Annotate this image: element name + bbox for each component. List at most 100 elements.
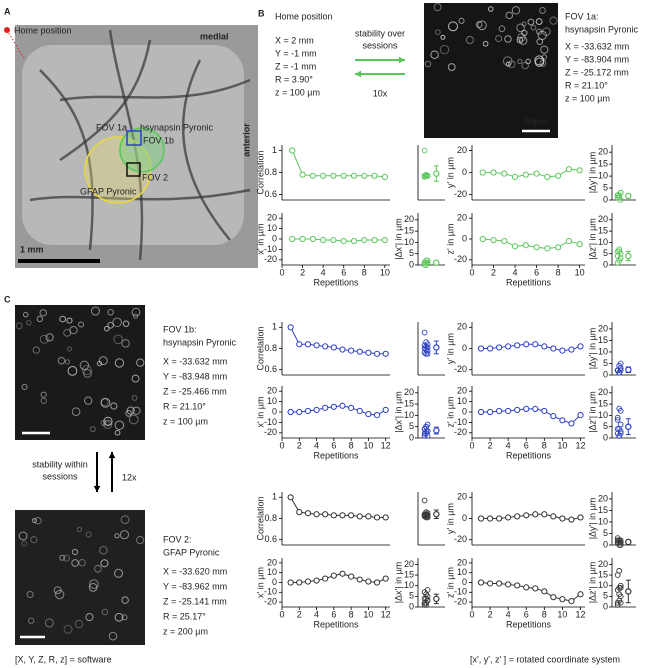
y-tick-label: 10 (598, 346, 608, 356)
label: sessions (362, 40, 398, 50)
x-axis-label: Repetitions (506, 277, 552, 287)
cell (440, 34, 446, 40)
data-point (501, 237, 508, 245)
cell (527, 18, 535, 26)
data-point (350, 172, 358, 179)
data-point (381, 236, 388, 244)
data-point (421, 329, 428, 336)
cell (40, 391, 47, 398)
data-point (296, 579, 303, 586)
panel-label: C (4, 294, 11, 304)
series-line (290, 497, 386, 518)
cell (136, 535, 145, 545)
y-tick-label: 20 (598, 559, 608, 569)
data-point (477, 408, 485, 416)
data-point (421, 147, 428, 154)
series-line (480, 582, 581, 602)
x-tick-label: 4 (314, 609, 319, 619)
data-point (479, 235, 486, 243)
data-point (424, 587, 431, 593)
data-point (541, 407, 548, 415)
label: Y = -83.904 mm (565, 54, 629, 64)
series-line (481, 408, 581, 425)
y-tick-label: 20 (267, 557, 277, 567)
y-axis-label: |Δy'| in µm (587, 328, 597, 370)
data-point (532, 511, 539, 518)
cell (44, 618, 54, 628)
y-tick-label: 0 (603, 259, 608, 269)
y-tick-label: 0.8 (264, 343, 277, 353)
data-point (371, 172, 378, 179)
cell (18, 531, 28, 541)
y-tick-label: 5 (603, 591, 608, 601)
y-tick-label: 5 (603, 528, 608, 538)
data-point (490, 169, 497, 176)
y-tick-label: -20 (454, 364, 467, 374)
x-tick-label: 12 (575, 609, 585, 619)
data-point (423, 595, 429, 602)
label: hsynapsin Pyronic (140, 122, 214, 132)
y-tick-label: -20 (264, 596, 277, 606)
data-point (496, 344, 503, 351)
y-axis-label: z' in µm (445, 567, 455, 598)
data-point (296, 509, 303, 516)
data-point (533, 170, 540, 177)
data-point (559, 515, 566, 522)
x-tick-label: 10 (557, 609, 567, 619)
cell (59, 315, 67, 323)
y-tick-label: 20 (457, 213, 467, 223)
arrow-head (355, 70, 362, 78)
cell (39, 309, 47, 317)
cell (518, 36, 528, 45)
cell (62, 554, 70, 562)
y-tick-label: 20 (598, 147, 608, 157)
y-axis-label: z' in µm (445, 397, 455, 428)
data-point (361, 172, 368, 179)
data-point (523, 341, 530, 348)
data-point (614, 192, 621, 199)
micrograph (15, 510, 145, 645)
cell (458, 17, 465, 24)
data-point (576, 241, 583, 248)
cell (36, 315, 43, 323)
y-tick-label: -20 (454, 534, 467, 544)
cell (549, 16, 558, 25)
data-point (322, 343, 329, 350)
cell (112, 317, 122, 328)
y-tick-label: -10 (264, 587, 277, 597)
mean-marker (433, 427, 440, 434)
y-tick-label: 20 (404, 559, 414, 569)
y-tick-label: 20 (404, 214, 414, 224)
x-axis-label: Repetitions (506, 619, 552, 629)
y-tick-label: 15 (404, 225, 414, 235)
data-point (559, 596, 566, 603)
data-point (511, 243, 519, 250)
data-point (496, 407, 503, 415)
cell (504, 35, 512, 43)
data-point (544, 173, 551, 180)
cell (98, 356, 108, 366)
data-point (330, 512, 337, 519)
label: hsynapsin Pyronic (565, 24, 639, 34)
y-tick-label: 10 (598, 580, 608, 590)
cell (433, 3, 442, 12)
cell (69, 325, 78, 335)
cell (32, 346, 40, 354)
x-tick-label: 8 (349, 440, 354, 450)
cell (40, 397, 47, 405)
cell (539, 6, 546, 14)
label: sessions (42, 471, 78, 481)
data-point (614, 253, 621, 259)
mean-marker (433, 511, 440, 518)
cell (482, 40, 489, 47)
data-point (568, 346, 575, 353)
label: 12x (122, 472, 137, 482)
data-point (330, 403, 337, 410)
cell (495, 34, 503, 43)
label: FOV 1b (143, 135, 174, 145)
data-point (514, 582, 521, 589)
data-point (496, 580, 503, 587)
y-tick-label: 10 (457, 567, 467, 577)
y-axis-label: |Δz'| in µm (587, 218, 597, 260)
y-tick-label: -20 (264, 427, 277, 437)
